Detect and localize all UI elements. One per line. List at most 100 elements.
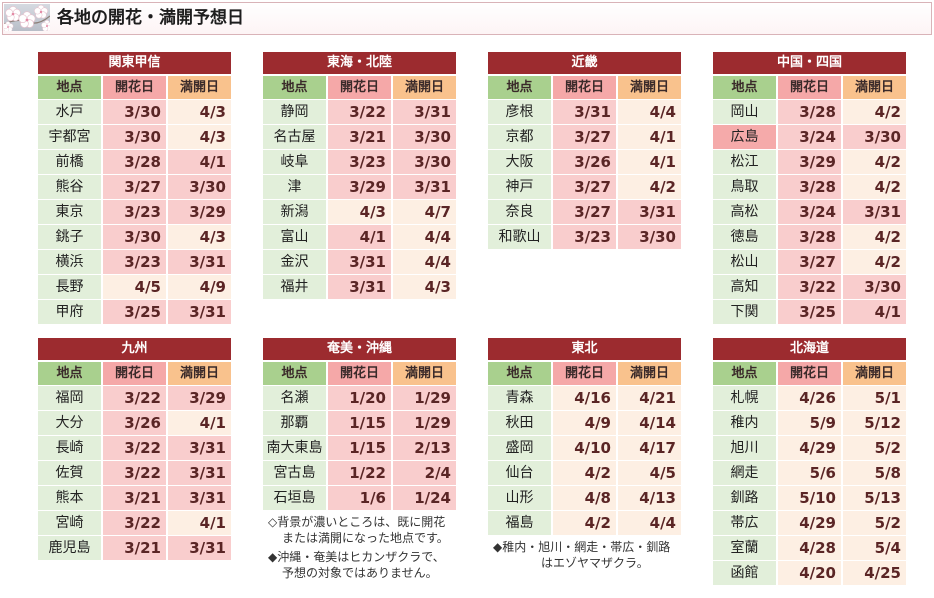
note: ◆沖縄・奄美はヒカンザクラで、 予想の対象ではありません。 [268, 549, 456, 581]
full-date-cell: 4/3 [168, 225, 231, 249]
note-line: ◇背景が濃いところは、既に開花 [268, 515, 446, 529]
place-cell: 津 [263, 175, 326, 199]
bloom-date-cell: 4/16 [553, 386, 616, 410]
place-cell: 京都 [488, 125, 551, 149]
bloom-date-cell: 3/30 [103, 125, 166, 149]
place-cell: 青森 [488, 386, 551, 410]
note-line: または満開になった地点です。 [282, 531, 449, 545]
bloom-date-cell: 3/28 [778, 175, 841, 199]
place-cell: 岡山 [713, 100, 776, 124]
place-cell: 熊谷 [38, 175, 101, 199]
bloom-date-cell: 4/26 [778, 386, 841, 410]
region-grid: 地点 開花日 満開日 水戸 3/30 4/3 宇都宮 3/30 4/3 前橋 3/28 4/1 熊谷 3/… [38, 76, 231, 324]
bloom-date-cell: 4/28 [778, 536, 841, 560]
region-grid: 地点 開花日 満開日 岡山 3/28 4/2 広島 3/24 3/30 松江 3/29 4/2 鳥取 3/… [713, 76, 906, 324]
region-grid: 地点 開花日 満開日 名瀬 1/20 1/29 那覇 1/15 1/29 南大東島 1/15 2/13… [263, 362, 456, 510]
place-cell: 南大東島 [263, 436, 326, 460]
region-table: 九州 地点 開花日 満開日 福岡 3/22 3/29 大分 3/26 4/1 長崎 3/22 3/31 佐… [38, 338, 231, 560]
full-date-cell: 3/31 [168, 436, 231, 460]
place-cell: 秋田 [488, 411, 551, 435]
column-header-full: 満開日 [393, 362, 456, 385]
column-header-bloom: 開花日 [553, 76, 616, 99]
region-header: 中国・四国 [713, 52, 906, 74]
full-date-cell: 3/31 [168, 536, 231, 560]
bloom-date-cell: 3/25 [778, 300, 841, 324]
place-cell: 室蘭 [713, 536, 776, 560]
region-table: 関東甲信 地点 開花日 満開日 水戸 3/30 4/3 宇都宮 3/30 4/3 前橋 3/28 4/1… [38, 52, 231, 324]
bloom-date-cell: 3/28 [103, 150, 166, 174]
full-date-cell: 1/29 [393, 386, 456, 410]
place-cell: 名瀬 [263, 386, 326, 410]
column-header-full: 満開日 [843, 76, 906, 99]
full-date-cell: 4/4 [618, 511, 681, 535]
column-header-place: 地点 [38, 362, 101, 385]
bloom-date-cell: 3/30 [103, 225, 166, 249]
full-date-cell: 3/29 [168, 386, 231, 410]
bloom-date-cell: 3/30 [103, 100, 166, 124]
full-date-cell: 4/1 [843, 300, 906, 324]
place-cell: 静岡 [263, 100, 326, 124]
full-date-cell: 3/31 [168, 486, 231, 510]
region-header: 奄美・沖縄 [263, 338, 456, 360]
bloom-date-cell: 5/6 [778, 461, 841, 485]
bloom-date-cell: 3/28 [778, 100, 841, 124]
region-grid: 地点 開花日 満開日 青森 4/16 4/21 秋田 4/9 4/14 盛岡 4/10 4/17 仙台 4… [488, 362, 681, 535]
place-cell: 札幌 [713, 386, 776, 410]
full-date-cell: 3/30 [168, 175, 231, 199]
place-cell: 石垣島 [263, 486, 326, 510]
full-date-cell: 5/8 [843, 461, 906, 485]
full-date-cell: 4/4 [618, 100, 681, 124]
bloom-date-cell: 3/26 [553, 150, 616, 174]
full-date-cell: 3/30 [393, 125, 456, 149]
full-date-cell: 4/25 [843, 561, 906, 585]
place-cell: 広島 [713, 125, 776, 149]
full-date-cell: 5/2 [843, 436, 906, 460]
bloom-date-cell: 1/15 [328, 436, 391, 460]
full-date-cell: 4/3 [393, 275, 456, 299]
column-header-place: 地点 [488, 76, 551, 99]
full-date-cell: 4/2 [843, 225, 906, 249]
full-date-cell: 5/13 [843, 486, 906, 510]
region-grid: 地点 開花日 満開日 静岡 3/22 3/31 名古屋 3/21 3/30 岐阜 3/23 3/30 津… [263, 76, 456, 299]
place-cell: 彦根 [488, 100, 551, 124]
bloom-date-cell: 5/10 [778, 486, 841, 510]
place-cell: 帯広 [713, 511, 776, 535]
place-cell: 鳥取 [713, 175, 776, 199]
column-header-place: 地点 [38, 76, 101, 99]
bloom-date-cell: 5/9 [778, 411, 841, 435]
full-date-cell: 4/3 [168, 125, 231, 149]
bloom-date-cell: 4/2 [553, 511, 616, 535]
place-cell: 横浜 [38, 250, 101, 274]
place-cell: 仙台 [488, 461, 551, 485]
place-cell: 高知 [713, 275, 776, 299]
bloom-date-cell: 3/28 [778, 225, 841, 249]
bloom-date-cell: 4/9 [553, 411, 616, 435]
note: ◇背景が濃いところは、既に開花または満開になった地点です。 [268, 514, 456, 546]
column-header-bloom: 開花日 [778, 76, 841, 99]
bloom-date-cell: 3/22 [103, 461, 166, 485]
region-grid: 地点 開花日 満開日 札幌 4/26 5/1 稚内 5/9 5/12 旭川 4/29 5/2 網走 5/6… [713, 362, 906, 585]
bloom-date-cell: 3/23 [103, 250, 166, 274]
place-cell: 盛岡 [488, 436, 551, 460]
place-cell: 松山 [713, 250, 776, 274]
place-cell: 東京 [38, 200, 101, 224]
bloom-date-cell: 4/10 [553, 436, 616, 460]
place-cell: 奈良 [488, 200, 551, 224]
bloom-date-cell: 4/5 [103, 275, 166, 299]
region-grid: 地点 開花日 満開日 福岡 3/22 3/29 大分 3/26 4/1 長崎 3/22 3/31 佐賀 3… [38, 362, 231, 560]
column-header-bloom: 開花日 [778, 362, 841, 385]
full-date-cell: 2/4 [393, 461, 456, 485]
region-grid: 地点 開花日 満開日 彦根 3/31 4/4 京都 3/27 4/1 大阪 3/26 4/1 神戸 3/2… [488, 76, 681, 249]
place-cell: 松江 [713, 150, 776, 174]
place-cell: 福島 [488, 511, 551, 535]
bloom-date-cell: 3/21 [103, 486, 166, 510]
full-date-cell: 4/1 [618, 150, 681, 174]
place-cell: 釧路 [713, 486, 776, 510]
full-date-cell: 4/2 [843, 150, 906, 174]
place-cell: 新潟 [263, 200, 326, 224]
full-date-cell: 4/2 [843, 250, 906, 274]
column-header-full: 満開日 [168, 362, 231, 385]
bloom-date-cell: 1/22 [328, 461, 391, 485]
note-line: はエゾヤマザクラ。 [541, 556, 649, 570]
full-date-cell: 4/5 [618, 461, 681, 485]
